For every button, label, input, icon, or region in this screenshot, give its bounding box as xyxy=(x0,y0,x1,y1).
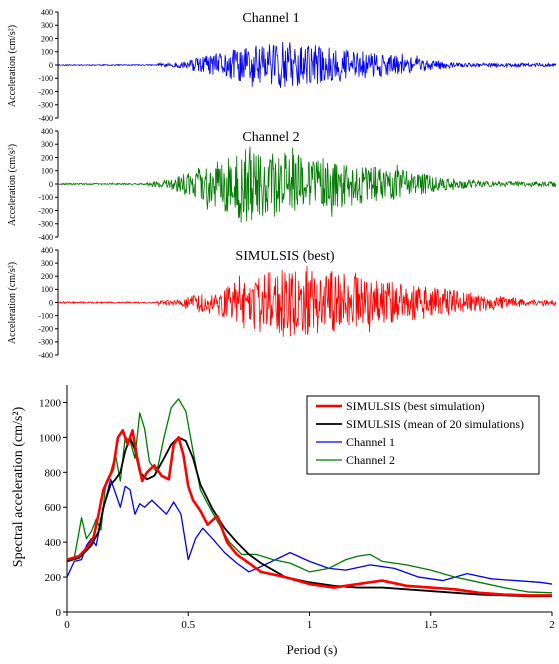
y-tick-label: 1000 xyxy=(39,432,62,444)
legend-label: SIMULSIS (best simulation) xyxy=(346,399,485,413)
x-tick-label: 1 xyxy=(307,619,313,631)
channel-2-ylabel: Acceleration (cm/s²) xyxy=(7,144,18,226)
y-tick-label: 400 xyxy=(41,8,53,17)
channel-1-panel: Channel 1 Acceleration (cm/s²) 400 300 200… xyxy=(7,8,557,123)
y-tick-label: 200 xyxy=(41,153,53,162)
y-tick-label: 200 xyxy=(45,572,62,584)
y-tick-label: 100 xyxy=(41,48,53,57)
series-line-simulsis-mean-of-20-simulations xyxy=(66,436,552,598)
spectrum-legend: SIMULSIS (best simulation) SIMULSIS (mean… xyxy=(306,395,540,475)
y-tick-label: 300 xyxy=(41,140,53,149)
x-tick-label: 2 xyxy=(549,619,555,631)
y-tick-label: 400 xyxy=(41,246,53,255)
y-tick-label: -400 xyxy=(38,233,53,242)
legend-label: Channel 1 xyxy=(346,435,395,449)
y-tick-label: -100 xyxy=(38,193,53,202)
y-tick-label: -300 xyxy=(38,220,53,229)
y-tick-label: -300 xyxy=(38,338,53,347)
y-tick-label: 300 xyxy=(41,259,53,268)
series-line-channel-1 xyxy=(66,478,553,585)
x-tick-label: 1.5 xyxy=(424,619,438,631)
y-tick-label: 0 xyxy=(49,298,53,307)
y-tick-label: 600 xyxy=(45,502,62,514)
y-tick-label: 100 xyxy=(41,285,53,294)
y-tick-label: -300 xyxy=(38,101,53,110)
channel-1-ylabel: Acceleration (cm/s²) xyxy=(7,25,18,107)
y-tick-label: 300 xyxy=(41,21,53,30)
y-tick-label: 400 xyxy=(45,537,62,549)
channel-2-accelerogram xyxy=(57,146,557,223)
y-tick-label: -400 xyxy=(38,114,53,123)
y-tick-label: -100 xyxy=(38,74,53,83)
legend-label: Channel 2 xyxy=(346,453,395,467)
series-line-simulsis-best-simulation xyxy=(66,429,552,597)
y-tick-label: -200 xyxy=(38,325,53,334)
channel-2-panel: Channel 2 Acceleration (cm/s²) 400 300 200… xyxy=(7,127,557,242)
legend-box xyxy=(306,395,540,475)
y-tick-label: 100 xyxy=(41,167,53,176)
y-tick-label: 1200 xyxy=(39,397,62,409)
simulsis-ylabel: Acceleration (cm/s²) xyxy=(7,262,18,344)
x-tick-label: 0 xyxy=(64,619,70,631)
y-tick-label: 0 xyxy=(49,61,53,70)
simulsis-title: SIMULSIS (best) xyxy=(235,249,335,264)
channel-1-accelerogram xyxy=(57,42,557,88)
y-tick-label: -100 xyxy=(38,311,53,320)
x-tick-label: 0.5 xyxy=(181,619,195,631)
simulsis-panel: SIMULSIS (best) Acceleration (cm/s²) 400… xyxy=(7,246,557,360)
spectrum-panel: Spectral acceleration (cm/s²) Period (s)… xyxy=(11,385,555,657)
y-tick-label: -200 xyxy=(38,87,53,96)
channel-1-title: Channel 1 xyxy=(242,11,299,26)
y-tick-label: -400 xyxy=(38,351,53,360)
y-tick-label: 0 xyxy=(49,180,53,189)
y-tick-label: 200 xyxy=(41,34,53,43)
spectrum-ylabel: Spectral acceleration (cm/s²) xyxy=(11,406,26,567)
y-tick-label: 0 xyxy=(56,607,62,619)
channel-2-title: Channel 2 xyxy=(242,130,299,145)
simulsis-accelerogram xyxy=(57,265,557,337)
y-tick-label: 400 xyxy=(41,127,53,136)
legend-label: SIMULSIS (mean of 20 simulations) xyxy=(346,417,524,431)
y-tick-label: -200 xyxy=(38,206,53,215)
spectrum-xlabel: Period (s) xyxy=(287,642,338,657)
y-tick-label: 200 xyxy=(41,272,53,281)
y-tick-label: 800 xyxy=(45,467,62,479)
